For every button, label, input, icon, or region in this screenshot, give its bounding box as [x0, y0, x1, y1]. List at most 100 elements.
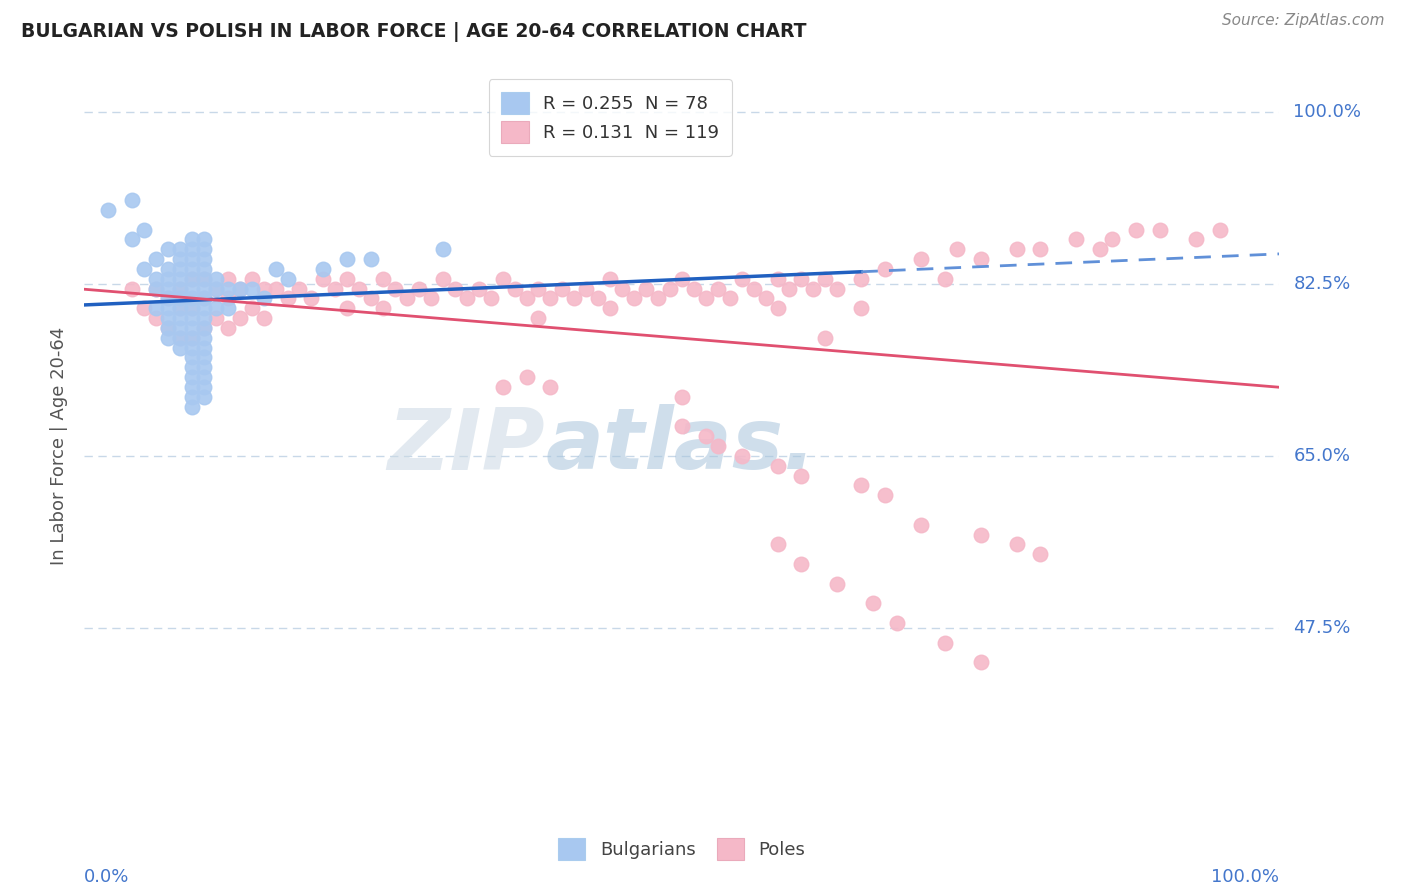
Point	[683, 282, 706, 296]
Point	[946, 242, 969, 256]
Point	[181, 272, 204, 286]
Point	[181, 341, 204, 355]
Point	[336, 272, 359, 286]
Point	[181, 380, 204, 394]
Point	[851, 272, 873, 286]
Text: 100.0%: 100.0%	[1294, 103, 1361, 120]
Point	[1209, 222, 1232, 236]
Point	[181, 292, 204, 306]
Point	[181, 272, 204, 286]
Point	[169, 272, 191, 286]
Point	[1101, 232, 1123, 246]
Point	[707, 282, 730, 296]
Point	[851, 478, 873, 492]
Point	[623, 292, 645, 306]
Point	[814, 272, 837, 286]
Point	[790, 557, 813, 571]
Point	[325, 282, 347, 296]
Point	[97, 202, 120, 217]
Point	[718, 292, 741, 306]
Point	[169, 331, 191, 345]
Point	[790, 272, 813, 286]
Point	[157, 301, 180, 316]
Point	[132, 222, 156, 236]
Point	[766, 301, 789, 316]
Point	[468, 282, 491, 296]
Point	[432, 242, 454, 256]
Legend: Bulgarians, Poles: Bulgarians, Poles	[547, 827, 817, 871]
Point	[193, 242, 215, 256]
Point	[875, 262, 897, 277]
Point	[181, 321, 204, 335]
Point	[132, 262, 156, 277]
Text: Source: ZipAtlas.com: Source: ZipAtlas.com	[1222, 13, 1385, 29]
Point	[169, 292, 191, 306]
Point	[420, 292, 443, 306]
Point	[479, 292, 502, 306]
Point	[157, 272, 180, 286]
Point	[253, 292, 276, 306]
Point	[205, 282, 228, 296]
Point	[157, 292, 180, 306]
Point	[217, 321, 239, 335]
Point	[229, 282, 252, 296]
Point	[121, 232, 143, 246]
Point	[575, 282, 598, 296]
Point	[181, 370, 204, 384]
Text: 82.5%: 82.5%	[1294, 275, 1351, 293]
Point	[193, 321, 215, 335]
Point	[527, 282, 550, 296]
Point	[540, 292, 562, 306]
Point	[396, 292, 419, 306]
Point	[193, 351, 215, 365]
Point	[181, 252, 204, 267]
Point	[516, 370, 538, 384]
Point	[169, 341, 191, 355]
Point	[671, 272, 693, 286]
Point	[181, 311, 204, 326]
Point	[766, 458, 789, 473]
Point	[181, 360, 204, 375]
Point	[193, 311, 215, 326]
Point	[240, 301, 263, 316]
Point	[193, 292, 215, 306]
Text: ZIP: ZIP	[387, 404, 544, 488]
Point	[1029, 242, 1052, 256]
Point	[145, 252, 167, 267]
Point	[886, 615, 908, 630]
Point	[636, 282, 658, 296]
Point	[240, 282, 263, 296]
Point	[360, 292, 382, 306]
Point	[766, 272, 789, 286]
Point	[264, 262, 287, 277]
Point	[492, 272, 515, 286]
Point	[349, 282, 371, 296]
Point	[827, 576, 849, 591]
Point	[181, 390, 204, 404]
Point	[599, 301, 621, 316]
Point	[766, 537, 789, 551]
Point	[121, 282, 143, 296]
Point	[253, 311, 276, 326]
Point	[157, 292, 180, 306]
Point	[527, 311, 550, 326]
Point	[695, 429, 717, 443]
Point	[181, 331, 204, 345]
Point	[169, 282, 191, 296]
Point	[492, 380, 515, 394]
Point	[169, 282, 191, 296]
Point	[193, 272, 215, 286]
Point	[910, 252, 932, 267]
Point	[145, 282, 167, 296]
Point	[169, 301, 191, 316]
Point	[731, 272, 754, 286]
Point	[145, 311, 167, 326]
Point	[193, 321, 215, 335]
Point	[599, 272, 621, 286]
Point	[145, 301, 167, 316]
Point	[277, 292, 299, 306]
Point	[432, 272, 454, 286]
Point	[157, 282, 180, 296]
Point	[193, 232, 215, 246]
Point	[970, 527, 993, 541]
